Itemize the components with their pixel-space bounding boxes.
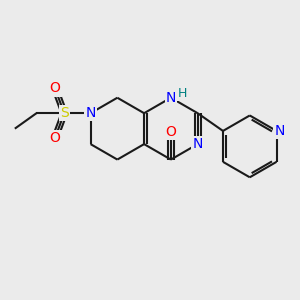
Text: O: O xyxy=(50,82,60,95)
Text: O: O xyxy=(165,125,176,139)
Text: H: H xyxy=(177,87,187,100)
Text: N: N xyxy=(274,124,285,138)
Text: S: S xyxy=(60,106,69,120)
Text: N: N xyxy=(85,106,96,120)
Text: N: N xyxy=(166,91,176,105)
Text: O: O xyxy=(50,131,60,145)
Text: N: N xyxy=(193,137,203,151)
